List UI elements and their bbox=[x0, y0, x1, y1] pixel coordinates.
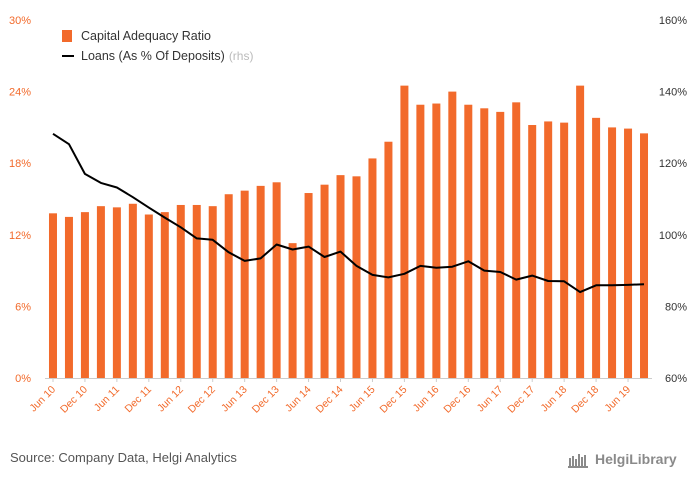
y-left-tick-label: 30% bbox=[9, 15, 31, 27]
bar bbox=[496, 111, 505, 379]
bar bbox=[352, 176, 361, 378]
bar bbox=[576, 85, 585, 378]
bar bbox=[512, 102, 521, 378]
bar bbox=[336, 175, 345, 378]
legend-label-rhs: (rhs) bbox=[228, 49, 254, 63]
legend-label-bars: Capital Adequacy Ratio bbox=[81, 29, 211, 43]
legend-label-line: Loans (As % Of Deposits) bbox=[81, 49, 225, 63]
bar bbox=[240, 190, 249, 378]
bar bbox=[464, 104, 473, 378]
bar bbox=[368, 158, 377, 378]
x-tick-label: Jun 14 bbox=[283, 384, 314, 415]
y-left-tick-label: 18% bbox=[9, 158, 31, 170]
bar bbox=[64, 216, 73, 378]
y-right-tick-label: 140% bbox=[659, 87, 687, 99]
bar bbox=[448, 91, 457, 378]
bar bbox=[384, 141, 393, 378]
legend-item-bars: Capital Adequacy Ratio bbox=[62, 26, 253, 46]
bar bbox=[560, 122, 569, 378]
bar bbox=[608, 127, 617, 379]
bar bbox=[320, 184, 329, 378]
bar bbox=[256, 185, 265, 378]
x-tick-label: Dec 18 bbox=[569, 384, 601, 416]
bar bbox=[480, 108, 489, 378]
brand-name: HelgiLibrary bbox=[595, 451, 677, 467]
x-tick-label: Jun 19 bbox=[602, 384, 633, 415]
y-left-tick-label: 24% bbox=[9, 87, 31, 99]
brand-logo: HelgiLibrary bbox=[568, 450, 677, 468]
bar bbox=[544, 121, 553, 378]
y-right-tick-label: 120% bbox=[659, 158, 687, 170]
legend-item-line: Loans (As % Of Deposits) (rhs) bbox=[62, 46, 253, 66]
bar bbox=[272, 182, 281, 378]
y-right-tick-label: 160% bbox=[659, 15, 687, 27]
x-tick-label: Dec 15 bbox=[378, 384, 410, 416]
x-tick-label: Dec 11 bbox=[122, 384, 154, 416]
legend-swatch-bar bbox=[62, 30, 72, 42]
loans-line bbox=[52, 132, 645, 294]
x-tick-label: Jun 17 bbox=[475, 384, 506, 415]
x-tick-label: Jun 18 bbox=[538, 384, 569, 415]
y-left-tick-label: 6% bbox=[15, 301, 31, 313]
bar bbox=[416, 104, 425, 378]
x-tick-label: Dec 14 bbox=[314, 384, 346, 416]
bar bbox=[288, 243, 297, 378]
bar bbox=[208, 206, 217, 378]
bar bbox=[96, 206, 105, 378]
x-tick-label: Dec 12 bbox=[186, 384, 218, 416]
x-tick-label: Dec 16 bbox=[441, 384, 473, 416]
bar bbox=[400, 85, 409, 378]
x-tick-label: Jun 10 bbox=[27, 384, 58, 415]
bar bbox=[432, 103, 441, 379]
legend: Capital Adequacy Ratio Loans (As % Of De… bbox=[62, 26, 253, 66]
bar bbox=[528, 125, 537, 378]
bar bbox=[112, 207, 121, 378]
y-right-tick-label: 80% bbox=[665, 301, 687, 313]
source-note: Source: Company Data, Helgi Analytics bbox=[10, 450, 237, 465]
x-tick-label: Jun 16 bbox=[411, 384, 442, 415]
bar bbox=[192, 204, 201, 378]
bar bbox=[640, 133, 649, 378]
bar bbox=[176, 204, 185, 378]
legend-swatch-line bbox=[62, 55, 74, 57]
x-tick-label: Dec 17 bbox=[505, 384, 537, 416]
bar bbox=[160, 212, 169, 378]
bar bbox=[48, 213, 57, 378]
x-tick-label: Jun 11 bbox=[92, 384, 122, 414]
x-tick-label: Jun 12 bbox=[155, 384, 186, 415]
bar bbox=[128, 203, 137, 378]
y-left-tick-label: 12% bbox=[9, 230, 31, 242]
bar bbox=[304, 193, 313, 378]
x-tick-label: Dec 13 bbox=[250, 384, 282, 416]
library-icon bbox=[568, 454, 588, 468]
y-right-tick-label: 100% bbox=[659, 230, 687, 242]
bar bbox=[224, 194, 233, 378]
bar bbox=[592, 117, 601, 378]
bar bbox=[80, 212, 89, 378]
x-tick-label: Jun 15 bbox=[347, 384, 378, 415]
x-tick-label: Dec 10 bbox=[58, 384, 90, 416]
bar bbox=[144, 214, 153, 378]
bar bbox=[624, 128, 633, 378]
y-left-tick-label: 0% bbox=[15, 373, 31, 385]
y-right-tick-label: 60% bbox=[665, 373, 687, 385]
x-tick-label: Jun 13 bbox=[219, 384, 250, 415]
